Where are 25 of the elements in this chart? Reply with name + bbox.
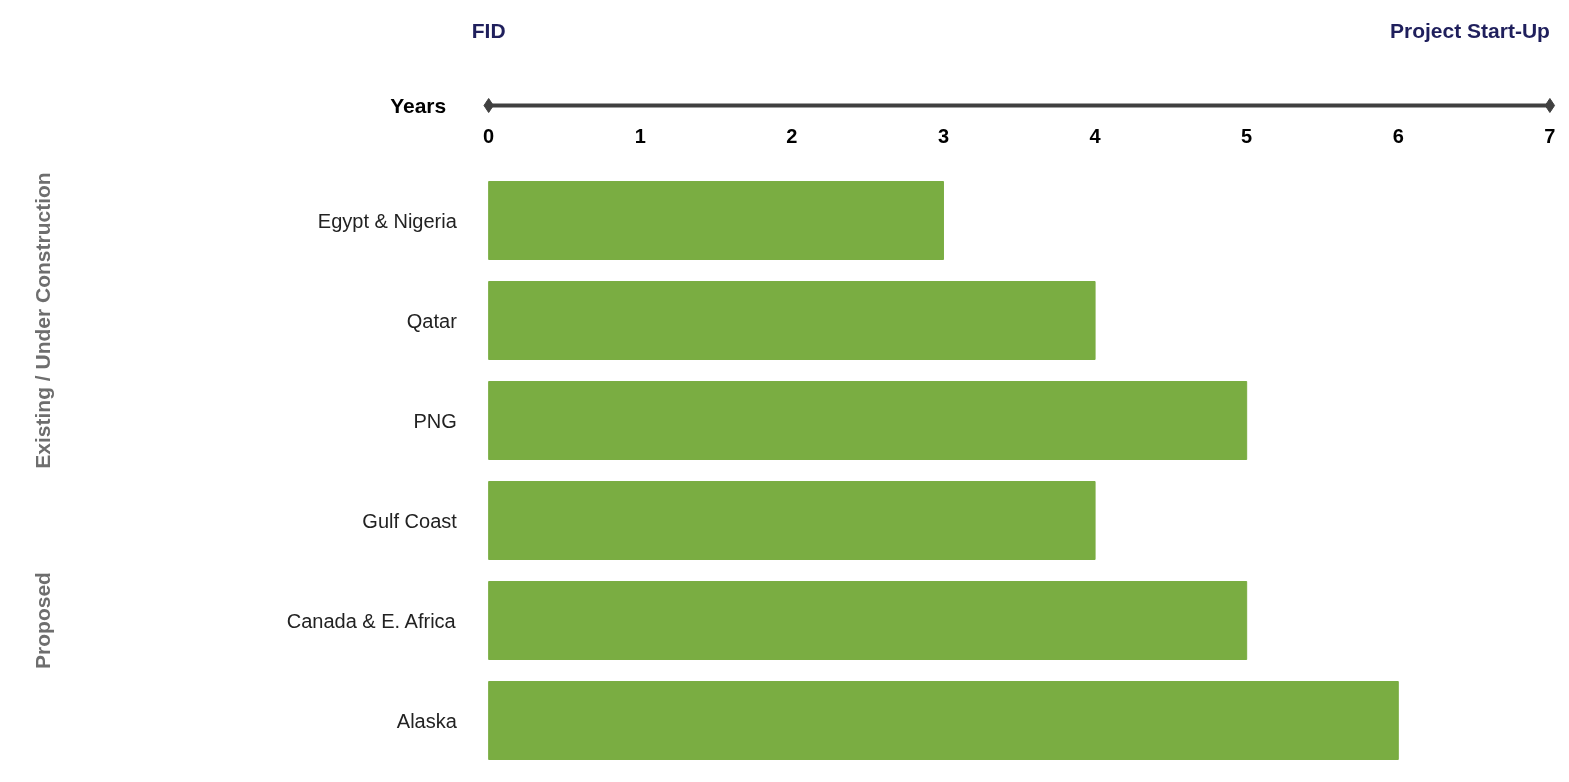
bar: [488, 681, 1399, 760]
y-tick-label: PNG: [413, 409, 457, 432]
x-tick-label: 0: [483, 124, 495, 147]
x-tick-label: 3: [937, 124, 950, 147]
y-tick-label: Egypt & Nigeria: [317, 209, 458, 232]
bar: [488, 181, 944, 260]
text: Project Start-Up: [1390, 19, 1550, 42]
x-tick-label: 4: [1089, 124, 1102, 147]
y-tick-label: Canada & E. Africa: [286, 609, 457, 632]
text: Proposed: [31, 572, 55, 669]
x-tick-label: 1: [634, 124, 646, 147]
text: Existing / Under Construction: [31, 172, 55, 469]
x-tick-label: 2: [786, 124, 798, 147]
text: FID: [471, 19, 506, 42]
x-axis-title: Years: [390, 94, 447, 117]
x-tick-label: 6: [1392, 124, 1404, 147]
y-tick-label: Qatar: [406, 309, 458, 332]
bar: [488, 281, 1096, 360]
x-tick-label: 5: [1241, 124, 1253, 147]
bar: [488, 481, 1096, 560]
y-tick-label: Gulf Coast: [362, 509, 458, 532]
y-tick-label: Alaska: [396, 709, 458, 732]
x-tick-label: 7: [1544, 124, 1556, 147]
bar: [488, 381, 1248, 460]
bar: [488, 581, 1248, 660]
